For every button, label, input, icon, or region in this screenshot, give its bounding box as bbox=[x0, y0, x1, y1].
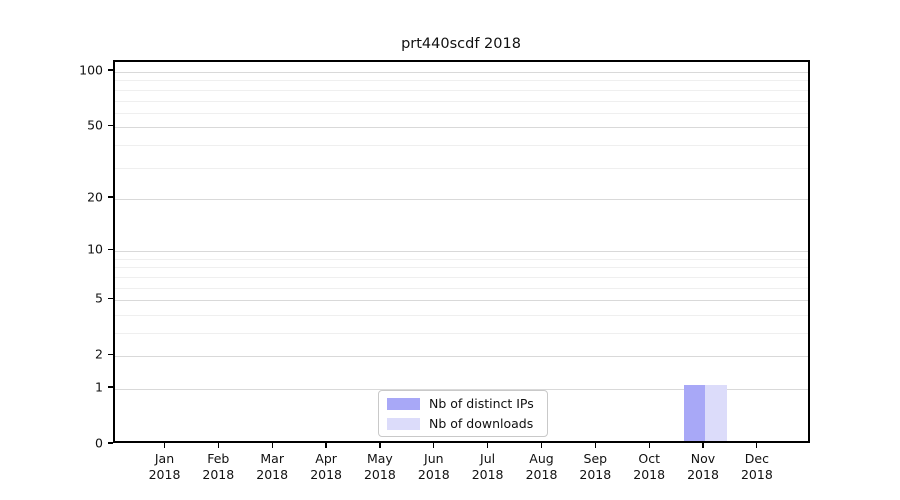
gridline-minor bbox=[115, 267, 808, 269]
x-tick-label: May 2018 bbox=[364, 451, 396, 483]
x-tick-year: 2018 bbox=[525, 467, 558, 482]
x-tick-month: Sep bbox=[583, 451, 608, 466]
y-tick-mark bbox=[108, 353, 113, 355]
y-tick-label: 100 bbox=[79, 62, 103, 78]
x-tick-mark bbox=[486, 443, 489, 448]
x-tick-mark bbox=[163, 443, 166, 448]
x-tick-month: Dec bbox=[744, 451, 769, 466]
y-tick-label: 20 bbox=[87, 189, 103, 205]
x-tick-month: Apr bbox=[315, 451, 337, 466]
x-tick-year: 2018 bbox=[740, 467, 773, 482]
x-tick-year: 2018 bbox=[310, 467, 342, 482]
bar-nb-of-downloads bbox=[705, 385, 727, 441]
gridline-major bbox=[115, 389, 808, 390]
x-tick-label: Jun 2018 bbox=[418, 451, 450, 483]
x-tick-year: 2018 bbox=[579, 467, 612, 482]
legend-swatch-downloads bbox=[387, 417, 420, 430]
x-tick-mark bbox=[325, 443, 327, 448]
gridline-minor bbox=[115, 258, 808, 260]
gridline-minor bbox=[115, 167, 808, 169]
legend: Nb of distinct IPs Nb of downloads bbox=[378, 390, 548, 437]
x-tick-year: 2018 bbox=[417, 467, 450, 482]
bar-nb-of-distinct-ips bbox=[683, 385, 705, 441]
gridline-minor bbox=[115, 89, 808, 91]
x-tick-month: Jun bbox=[424, 451, 444, 466]
legend-label-downloads: Nb of downloads bbox=[429, 416, 534, 431]
x-tick-mark bbox=[271, 443, 273, 448]
x-tick-mark bbox=[540, 443, 543, 448]
y-tick-label: 2 bbox=[95, 346, 103, 362]
x-tick-year: 2018 bbox=[471, 467, 504, 482]
x-tick-year: 2018 bbox=[633, 467, 666, 482]
gridline-major bbox=[115, 198, 808, 200]
x-tick-label: Jul 2018 bbox=[472, 451, 504, 483]
y-tick-mark bbox=[108, 248, 113, 250]
x-tick-month: Mar bbox=[260, 451, 284, 466]
y-tick-mark bbox=[108, 297, 113, 299]
y-tick-label: 5 bbox=[95, 290, 103, 306]
x-tick-mark bbox=[379, 443, 381, 448]
y-tick-label: 10 bbox=[87, 241, 103, 257]
x-tick-label: Apr 2018 bbox=[310, 451, 342, 483]
x-tick-year: 2018 bbox=[363, 467, 396, 482]
y-tick-label: 1 bbox=[95, 379, 103, 395]
x-tick-label: Dec 2018 bbox=[741, 451, 773, 483]
legend-item-distinct-ips: Nb of distinct IPs bbox=[387, 396, 539, 411]
x-tick-label: Jan 2018 bbox=[149, 451, 181, 483]
x-tick-month: Feb bbox=[207, 451, 230, 466]
x-tick-mark bbox=[217, 443, 220, 448]
x-tick-mark bbox=[702, 443, 704, 448]
gridline-minor bbox=[115, 333, 808, 334]
y-tick-mark bbox=[108, 386, 113, 388]
gridline-minor bbox=[115, 287, 808, 289]
legend-label-distinct-ips: Nb of distinct IPs bbox=[429, 396, 534, 411]
x-tick-label: Oct 2018 bbox=[633, 451, 665, 483]
y-tick-mark bbox=[108, 196, 113, 198]
gridline-minor bbox=[115, 112, 808, 114]
y-tick-mark bbox=[108, 124, 113, 126]
y-tick-mark bbox=[108, 69, 113, 71]
gridline-major bbox=[115, 251, 808, 253]
x-tick-month: May bbox=[366, 451, 393, 466]
gridline-major bbox=[115, 356, 808, 358]
x-tick-label: Nov 2018 bbox=[687, 451, 719, 483]
x-tick-year: 2018 bbox=[687, 467, 719, 482]
x-tick-mark bbox=[594, 443, 596, 448]
y-tick-label: 0 bbox=[95, 435, 103, 451]
gridline-minor bbox=[115, 276, 808, 278]
chart-title: prt440scdf 2018 bbox=[401, 36, 521, 52]
gridline-minor bbox=[115, 314, 808, 316]
x-tick-mark bbox=[756, 443, 758, 448]
x-tick-month: Jul bbox=[480, 451, 496, 466]
gridline-minor bbox=[115, 144, 808, 146]
plot-area bbox=[113, 60, 810, 443]
x-tick-month: Aug bbox=[529, 451, 554, 466]
x-tick-month: Oct bbox=[638, 451, 660, 466]
x-tick-year: 2018 bbox=[256, 467, 289, 482]
x-tick-label: Mar 2018 bbox=[256, 451, 288, 483]
gridline-minor bbox=[115, 80, 808, 82]
gridline-major bbox=[115, 72, 808, 73]
x-tick-label: Aug 2018 bbox=[526, 451, 558, 483]
x-tick-month: Nov bbox=[690, 451, 716, 466]
legend-swatch-distinct-ips bbox=[387, 397, 420, 410]
y-tick-mark bbox=[108, 442, 113, 444]
x-tick-label: Feb 2018 bbox=[202, 451, 234, 483]
x-tick-mark bbox=[433, 443, 435, 448]
gridline-major bbox=[115, 127, 808, 129]
x-tick-mark bbox=[648, 443, 650, 448]
y-tick-label: 50 bbox=[87, 117, 103, 133]
x-tick-label: Sep 2018 bbox=[579, 451, 611, 483]
gridline-major bbox=[115, 300, 808, 302]
x-tick-month: Jan bbox=[154, 451, 175, 466]
x-tick-year: 2018 bbox=[202, 467, 235, 482]
legend-item-downloads: Nb of downloads bbox=[387, 416, 539, 431]
x-tick-year: 2018 bbox=[148, 467, 181, 482]
gridline-minor bbox=[115, 100, 808, 102]
